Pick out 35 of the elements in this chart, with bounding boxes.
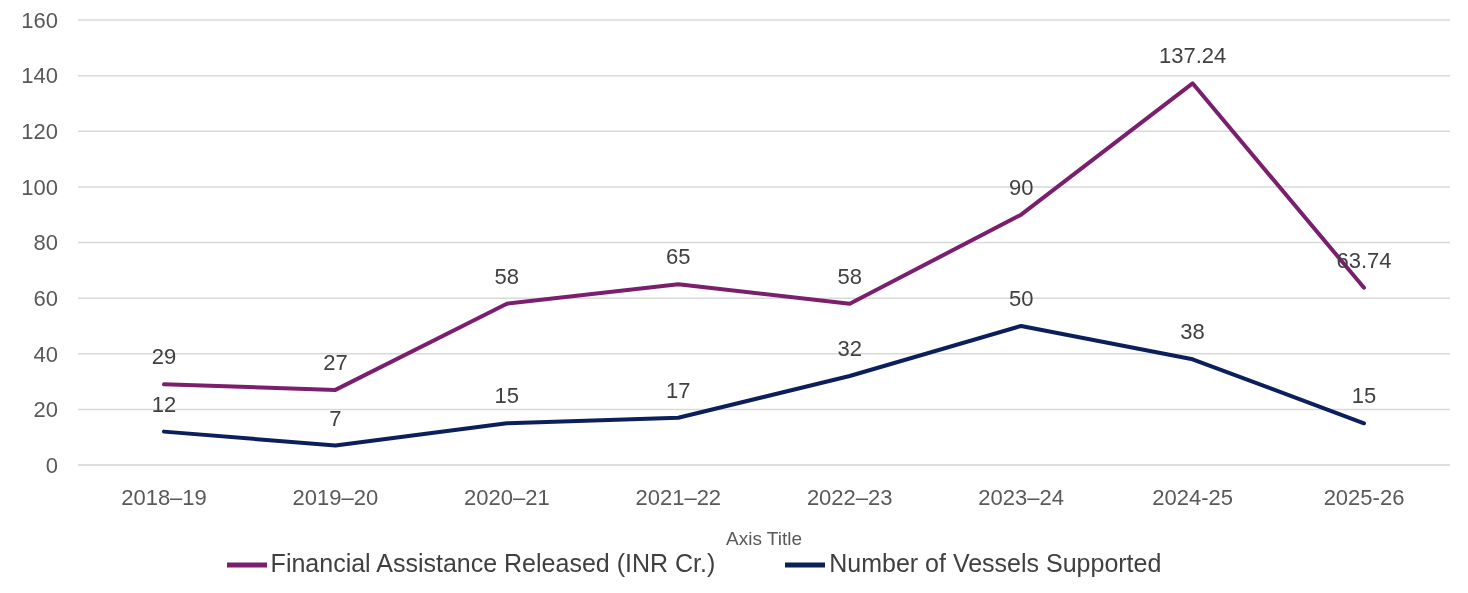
y-tick-label: 140 (21, 63, 58, 89)
y-tick-label: 20 (33, 397, 58, 423)
data-label: 7 (329, 405, 342, 431)
legend-label: Number of Vessels Supported (829, 548, 1162, 577)
data-label: 27 (323, 349, 348, 375)
x-tick-label: 2025-26 (1323, 484, 1405, 510)
data-label: 32 (837, 336, 862, 361)
data-label: 65 (666, 244, 691, 270)
y-tick-label: 80 (33, 230, 58, 256)
x-tick-label: 2022–23 (806, 484, 893, 510)
data-label: 58 (494, 263, 520, 289)
data-label: 137.24 (1158, 43, 1227, 69)
y-tick-label: 100 (21, 174, 58, 200)
data-label: 15 (1351, 383, 1377, 409)
x-axis-title: Axis Title (725, 528, 803, 549)
data-label: 17 (666, 377, 691, 403)
y-tick-label: 60 (33, 285, 58, 311)
y-tick-label: 40 (33, 341, 58, 367)
y-tick-label: 0 (45, 452, 58, 478)
y-tick-label: 160 (21, 7, 58, 33)
data-label: 58 (837, 263, 862, 289)
x-tick-label: 2019–20 (292, 484, 379, 510)
data-label: 29 (151, 344, 177, 370)
data-label: 38 (1180, 319, 1205, 345)
x-tick-label: 2020–21 (464, 484, 550, 510)
x-tick-label: 2024-25 (1152, 484, 1233, 510)
data-label: 15 (494, 383, 520, 409)
legend-label: Financial Assistance Released (INR Cr.) (270, 548, 716, 577)
x-tick-label: 2023–24 (978, 484, 1064, 510)
data-label: 90 (1008, 174, 1034, 200)
data-label: 12 (151, 391, 177, 417)
y-tick-label: 120 (21, 119, 58, 145)
x-tick-label: 2021–22 (635, 484, 722, 510)
data-label: 50 (1008, 285, 1034, 311)
x-tick-label: 2018–19 (121, 484, 207, 510)
